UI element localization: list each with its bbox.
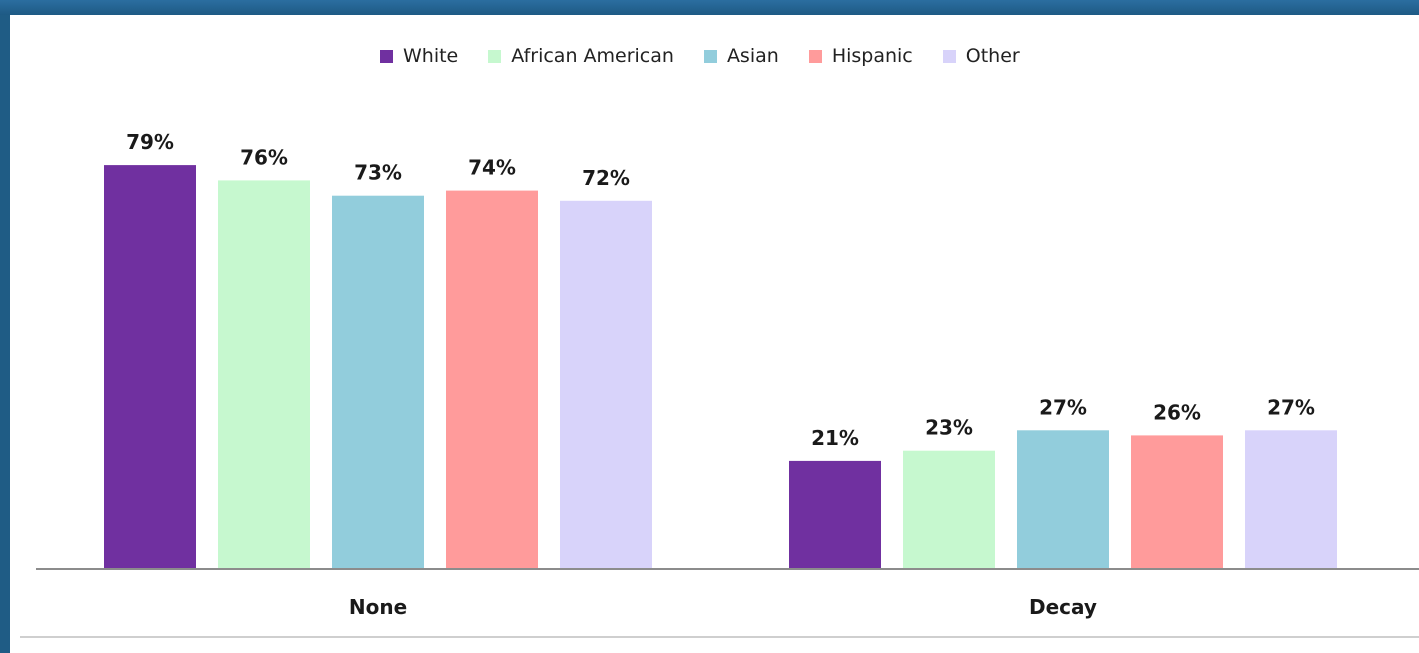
value-label-none-hispanic: 74% xyxy=(468,156,516,180)
legend-item-african-american: African American xyxy=(488,45,674,67)
bar-none-asian xyxy=(332,195,424,568)
legend-label-white: White xyxy=(403,45,459,67)
legend-swatch-white xyxy=(380,49,393,63)
legend-item-hispanic: Hispanic xyxy=(808,45,913,67)
legend-swatch-other xyxy=(942,49,956,63)
category-labels-group: None Decay xyxy=(349,595,1097,619)
bar-none-african-american xyxy=(218,180,310,568)
legend-swatch-african-american xyxy=(488,49,502,63)
value-label-none-african-american: 76% xyxy=(240,145,288,169)
legend: White African American Asian Hispanic Ot… xyxy=(380,44,1020,68)
bar-decay-white xyxy=(789,460,881,568)
value-label-decay-african-american: 23% xyxy=(925,416,973,440)
legend-label-african-american: African American xyxy=(511,45,674,67)
value-label-none-other: 72% xyxy=(582,166,630,190)
value-label-none-white: 79% xyxy=(126,130,174,154)
bottom-rule xyxy=(20,636,1419,638)
bar-decay-african-american xyxy=(903,450,995,568)
legend-label-other: Other xyxy=(965,45,1020,67)
bar-decay-other xyxy=(1245,430,1337,568)
legend-item-other: Other xyxy=(942,45,1020,67)
legend-label-hispanic: Hispanic xyxy=(831,45,913,67)
value-label-none-asian: 73% xyxy=(354,161,402,185)
legend-swatch-hispanic xyxy=(808,49,822,63)
top-strip xyxy=(0,0,1419,15)
value-label-decay-asian: 27% xyxy=(1039,395,1087,419)
value-label-decay-hispanic: 26% xyxy=(1153,400,1201,424)
bar-decay-hispanic xyxy=(1131,435,1223,568)
legend-swatch-asian xyxy=(703,49,717,63)
bar-none-white xyxy=(104,165,196,568)
bar-none-other xyxy=(560,200,652,569)
legend-item-asian: Asian xyxy=(703,45,779,67)
value-label-decay-other: 27% xyxy=(1267,395,1315,419)
legend-item-white: White xyxy=(380,45,458,67)
legend-label-asian: Asian xyxy=(726,45,779,67)
category-label-decay: Decay xyxy=(1029,595,1097,619)
bar-decay-asian xyxy=(1017,430,1109,568)
value-label-decay-white: 21% xyxy=(811,426,859,450)
value-labels-group: 79% 76% 73% 74% 72% 21% 23% 27% 26% 27% xyxy=(126,130,1315,450)
bar-none-hispanic xyxy=(446,190,538,568)
category-label-none: None xyxy=(349,595,407,619)
bars-group xyxy=(104,165,1337,569)
